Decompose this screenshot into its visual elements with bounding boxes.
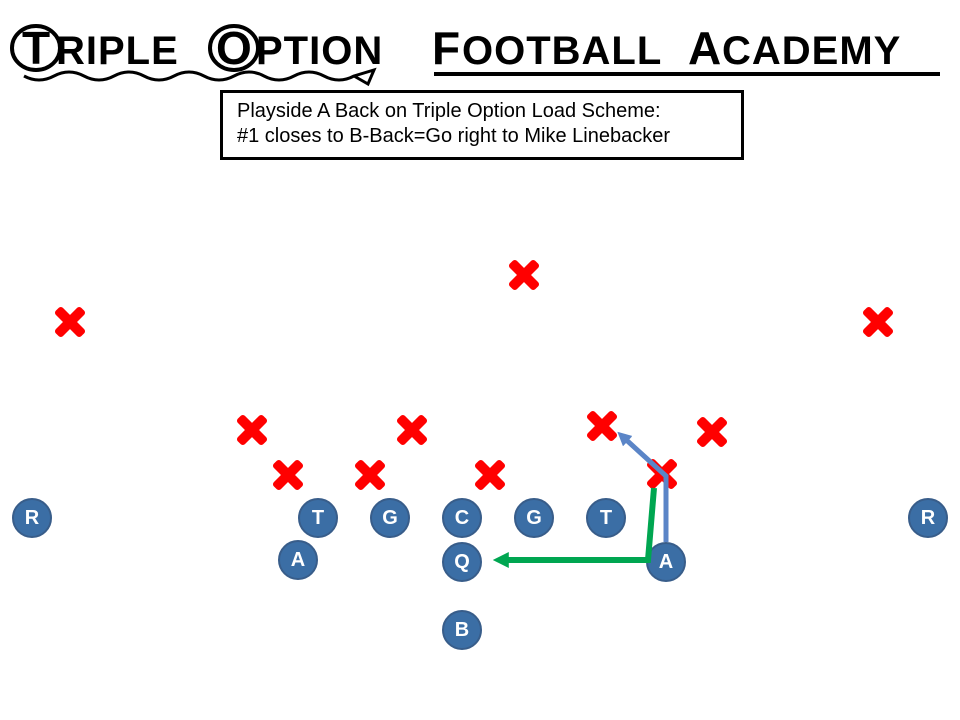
offense-b: B — [442, 610, 482, 650]
defender-mlb-r — [578, 402, 626, 450]
defender-mlb-l — [388, 406, 436, 454]
offense-label-q: Q — [454, 551, 470, 574]
defender-cb-l — [46, 298, 94, 346]
offense-q: Q — [442, 542, 482, 582]
offense-a-r: A — [646, 542, 686, 582]
offense-lg: G — [370, 498, 410, 538]
offense-label-wr-l: R — [25, 507, 39, 530]
defender-fs — [500, 251, 548, 299]
play-diagram-field: R T G C G T R A Q A B — [0, 0, 960, 720]
offense-label-c: C — [455, 507, 469, 530]
defender-cb-r — [854, 298, 902, 346]
offense-rt: T — [586, 498, 626, 538]
defender-de-r — [638, 450, 686, 498]
offense-a-l: A — [278, 540, 318, 580]
offense-label-lg: G — [382, 507, 398, 530]
offense-label-a-l: A — [291, 549, 305, 572]
offense-label-a-r: A — [659, 551, 673, 574]
offense-label-b: B — [455, 619, 469, 642]
defender-de-l — [264, 451, 312, 499]
offense-label-rg: G — [526, 507, 542, 530]
offense-lt: T — [298, 498, 338, 538]
offense-wr-r: R — [908, 498, 948, 538]
defender-dt-r — [466, 451, 514, 499]
defender-olb-l — [228, 406, 276, 454]
offense-rg: G — [514, 498, 554, 538]
offense-label-wr-r: R — [921, 507, 935, 530]
offense-wr-l: R — [12, 498, 52, 538]
offense-c: C — [442, 498, 482, 538]
defender-dt-l — [346, 451, 394, 499]
defender-olb-r — [688, 408, 736, 456]
offense-label-rt: T — [600, 507, 612, 530]
offense-label-lt: T — [312, 507, 324, 530]
